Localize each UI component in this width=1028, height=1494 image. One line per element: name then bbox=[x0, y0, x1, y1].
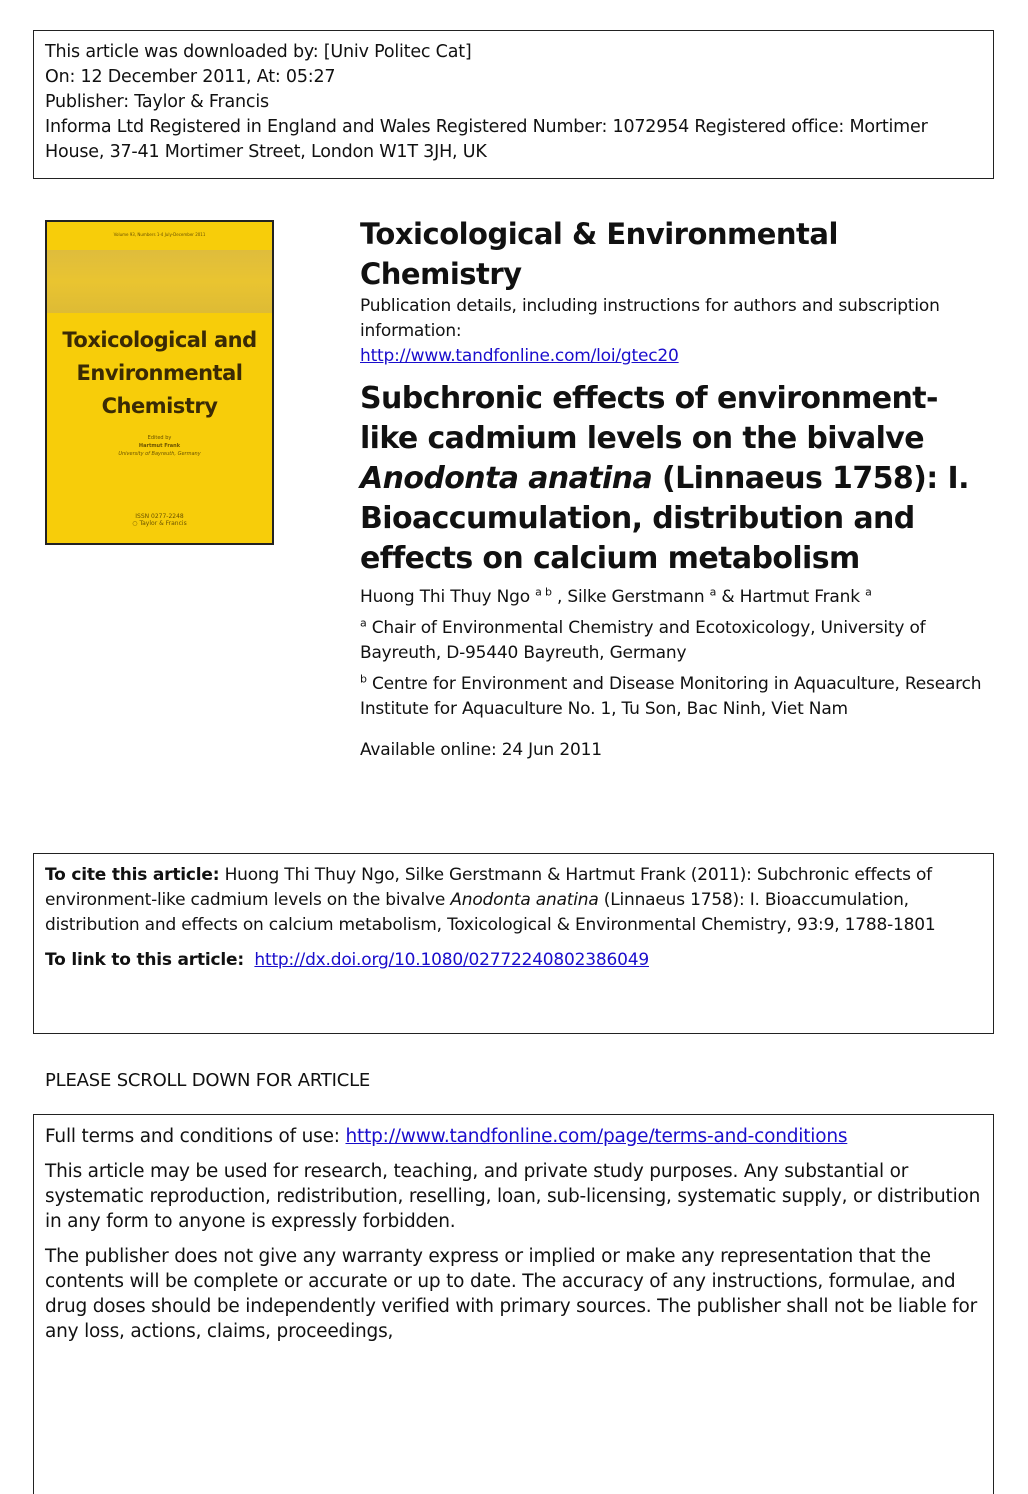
download-line: This article was downloaded by: [Univ Po… bbox=[45, 42, 472, 62]
journal-title: Toxicological & Environmental Chemistry bbox=[360, 217, 838, 291]
journal-cover-image: Volume 93, Numbers 1-4 July-December 201… bbox=[45, 220, 274, 545]
affiliation-a: a Chair of Environmental Chemistry and E… bbox=[360, 616, 926, 663]
cover-publisher-logo: ISSN 0277-2248 ○ Taylor & Francis bbox=[132, 513, 187, 527]
doi-link[interactable]: http://dx.doi.org/10.1080/02772240802386… bbox=[254, 950, 649, 970]
publisher-line: Publisher: Taylor & Francis bbox=[45, 92, 269, 112]
article-info: Toxicological & Environmental Chemistry … bbox=[360, 214, 985, 763]
date-line: On: 12 December 2011, At: 05:27 bbox=[45, 67, 336, 87]
cover-editor: Edited by Hartmut Frank University of Bayr… bbox=[118, 435, 201, 457]
citation: To cite this article: Huong Thi Thuy Ngo… bbox=[45, 865, 936, 935]
available-online: Available online: 24 Jun 2011 bbox=[360, 740, 602, 760]
terms-link[interactable]: http://www.tandfonline.com/page/terms-an… bbox=[345, 1126, 848, 1147]
scroll-notice: PLEASE SCROLL DOWN FOR ARTICLE bbox=[45, 1070, 371, 1091]
terms-line: Full terms and conditions of use: http:/… bbox=[45, 1126, 848, 1147]
usage-paragraph: This article may be used for research, t… bbox=[45, 1161, 981, 1232]
download-info-box: This article was downloaded by: [Univ Po… bbox=[33, 30, 994, 179]
publication-details: Publication details, including instructi… bbox=[360, 296, 940, 366]
cover-volume: Volume 93, Numbers 1-4 July-December 201… bbox=[113, 232, 206, 237]
authors: Huong Thi Thuy Ngo a b , Silke Gerstmann… bbox=[360, 585, 872, 607]
citation-box: To cite this article: Huong Thi Thuy Ngo… bbox=[33, 853, 994, 1034]
warranty-paragraph: The publisher does not give any warranty… bbox=[45, 1246, 978, 1342]
journal-link[interactable]: http://www.tandfonline.com/loi/gtec20 bbox=[360, 346, 679, 366]
doi-line: To link to this article: http://dx.doi.o… bbox=[45, 950, 649, 970]
article-title: Subchronic effects of environment-like c… bbox=[360, 381, 969, 576]
cover-title: Toxicological and Environmental Chemistry bbox=[62, 328, 257, 418]
affiliation-b: b Centre for Environment and Disease Mon… bbox=[360, 672, 982, 719]
registration-line: Informa Ltd Registered in England and Wa… bbox=[45, 117, 928, 162]
terms-box: Full terms and conditions of use: http:/… bbox=[33, 1114, 994, 1494]
